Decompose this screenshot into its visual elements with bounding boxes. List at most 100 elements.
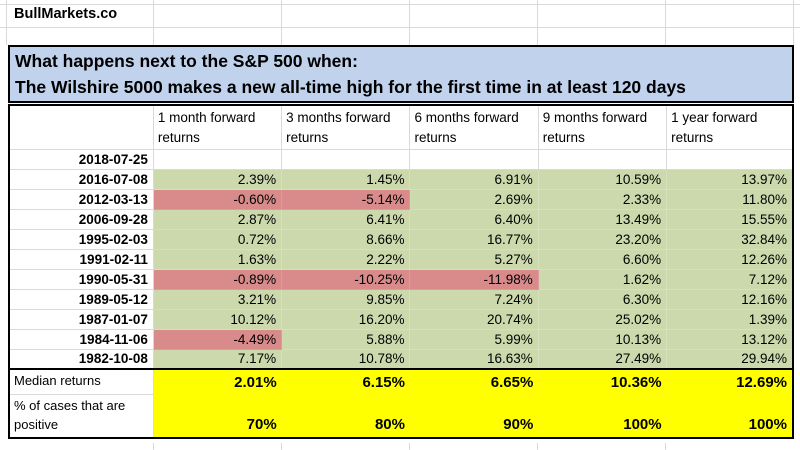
return-cell[interactable]: [666, 148, 794, 170]
return-cell[interactable]: 12.26%: [666, 248, 794, 270]
percent-positive-label[interactable]: % of cases that are positive: [8, 393, 154, 439]
date-cell[interactable]: 2018-07-25: [8, 148, 154, 170]
date-cell[interactable]: 1991-02-11: [8, 248, 154, 270]
return-cell[interactable]: 8.66%: [281, 228, 411, 250]
gridline: [153, 0, 154, 45]
date-cell[interactable]: 1995-02-03: [8, 228, 154, 250]
median-cell[interactable]: 6.65%: [409, 368, 539, 394]
return-cell[interactable]: 6.41%: [281, 208, 411, 230]
table-row: 1995-02-03 0.72% 8.66% 16.77% 23.20% 32.…: [8, 228, 794, 250]
return-cell[interactable]: 20.74%: [409, 308, 539, 330]
return-cell[interactable]: [152, 148, 283, 170]
return-cell[interactable]: 15.55%: [666, 208, 794, 230]
return-cell-negative[interactable]: -10.25%: [281, 268, 411, 290]
return-cell-negative[interactable]: -0.60%: [152, 188, 283, 210]
return-cell[interactable]: 2.69%: [409, 188, 539, 210]
column-header[interactable]: 6 months forward returns: [409, 104, 539, 150]
median-cell[interactable]: 12.69%: [666, 368, 793, 394]
return-cell[interactable]: 5.27%: [409, 248, 539, 270]
table-row: 2016-07-08 2.39% 1.45% 6.91% 10.59% 13.9…: [8, 168, 794, 190]
brand-text: BullMarkets.co: [14, 6, 118, 22]
return-cell[interactable]: 10.59%: [537, 168, 668, 190]
return-cell[interactable]: 1.45%: [281, 168, 411, 190]
gridline: [665, 443, 666, 450]
return-cell-negative[interactable]: -4.49%: [152, 328, 283, 350]
median-cell[interactable]: 2.01%: [153, 368, 282, 394]
gridline: [665, 0, 666, 45]
return-cell[interactable]: 3.21%: [152, 288, 283, 310]
return-cell[interactable]: 32.84%: [666, 228, 794, 250]
corner-cell[interactable]: [8, 104, 154, 150]
return-cell[interactable]: 1.62%: [537, 268, 668, 290]
returns-table-wrapper: 1 month forward returns 3 months forward…: [8, 104, 794, 439]
gridline: [6, 0, 7, 45]
percent-positive-cell[interactable]: 100%: [666, 394, 793, 438]
return-cell[interactable]: 10.13%: [537, 328, 668, 350]
gridline: [281, 0, 282, 45]
median-label[interactable]: Median returns: [8, 368, 154, 395]
return-cell[interactable]: 16.63%: [409, 348, 539, 370]
return-cell[interactable]: 2.39%: [152, 168, 283, 190]
return-cell[interactable]: 1.63%: [152, 248, 283, 270]
column-header[interactable]: 3 months forward returns: [281, 104, 411, 150]
return-cell[interactable]: 5.88%: [281, 328, 411, 350]
return-cell[interactable]: 16.77%: [409, 228, 539, 250]
date-cell[interactable]: 1990-05-31: [8, 268, 154, 290]
return-cell[interactable]: 2.87%: [152, 208, 283, 230]
return-cell[interactable]: 7.17%: [152, 348, 283, 370]
return-cell[interactable]: 7.12%: [666, 268, 794, 290]
column-header[interactable]: 1 month forward returns: [152, 104, 283, 150]
return-cell[interactable]: 12.16%: [666, 288, 794, 310]
return-cell[interactable]: 9.85%: [281, 288, 411, 310]
date-cell[interactable]: 1987-01-07: [8, 308, 154, 330]
return-cell[interactable]: 29.94%: [666, 348, 794, 370]
gridline: [0, 27, 800, 28]
return-cell[interactable]: 6.60%: [537, 248, 668, 270]
date-cell[interactable]: 2016-07-08: [8, 168, 154, 190]
return-cell[interactable]: 10.78%: [281, 348, 411, 370]
date-cell[interactable]: 1989-05-12: [8, 288, 154, 310]
return-cell[interactable]: 25.02%: [537, 308, 668, 330]
return-cell[interactable]: 2.33%: [537, 188, 668, 210]
date-cell[interactable]: 2006-09-28: [8, 208, 154, 230]
return-cell[interactable]: 10.12%: [152, 308, 283, 330]
column-header[interactable]: 1 year forward returns: [666, 104, 794, 150]
median-cell[interactable]: 6.15%: [281, 368, 410, 394]
return-cell-negative[interactable]: -0.89%: [152, 268, 283, 290]
return-cell[interactable]: [537, 148, 668, 170]
return-cell[interactable]: [281, 148, 411, 170]
return-cell[interactable]: 6.40%: [409, 208, 539, 230]
table-row: 1989-05-12 3.21% 9.85% 7.24% 6.30% 12.16…: [8, 288, 794, 310]
return-cell[interactable]: 2.22%: [281, 248, 411, 270]
return-cell[interactable]: 11.80%: [666, 188, 794, 210]
return-cell[interactable]: 1.39%: [666, 308, 794, 330]
return-cell[interactable]: 27.49%: [537, 348, 668, 370]
percent-positive-cell[interactable]: 90%: [409, 394, 539, 438]
percent-positive-cell[interactable]: 70%: [153, 394, 282, 438]
return-cell-negative[interactable]: -5.14%: [281, 188, 411, 210]
column-header[interactable]: 9 months forward returns: [537, 104, 668, 150]
median-cell[interactable]: 10.36%: [538, 368, 667, 394]
gridline: [153, 443, 154, 450]
return-cell[interactable]: 13.12%: [666, 328, 794, 350]
return-cell[interactable]: 0.72%: [152, 228, 283, 250]
return-cell[interactable]: 23.20%: [537, 228, 668, 250]
gridline: [0, 4, 800, 5]
return-cell[interactable]: 7.24%: [409, 288, 539, 310]
return-cell[interactable]: [409, 148, 539, 170]
title-line-1: What happens next to the S&P 500 when:: [15, 51, 358, 71]
percent-positive-cell[interactable]: 80%: [281, 394, 410, 438]
return-cell[interactable]: 6.91%: [409, 168, 539, 190]
date-cell[interactable]: 2012-03-13: [8, 188, 154, 210]
date-cell[interactable]: 1982-10-08: [8, 348, 154, 370]
return-cell[interactable]: 13.97%: [666, 168, 794, 190]
date-cell[interactable]: 1984-11-06: [8, 328, 154, 350]
return-cell[interactable]: 16.20%: [281, 308, 411, 330]
return-cell[interactable]: 6.30%: [537, 288, 668, 310]
median-row: Median returns 2.01% 6.15% 6.65% 10.36% …: [8, 368, 793, 395]
return-cell[interactable]: 5.99%: [409, 328, 539, 350]
return-cell[interactable]: 13.49%: [537, 208, 668, 230]
return-cell-negative[interactable]: -11.98%: [409, 268, 539, 290]
gridline: [537, 443, 538, 450]
percent-positive-cell[interactable]: 100%: [538, 394, 667, 438]
